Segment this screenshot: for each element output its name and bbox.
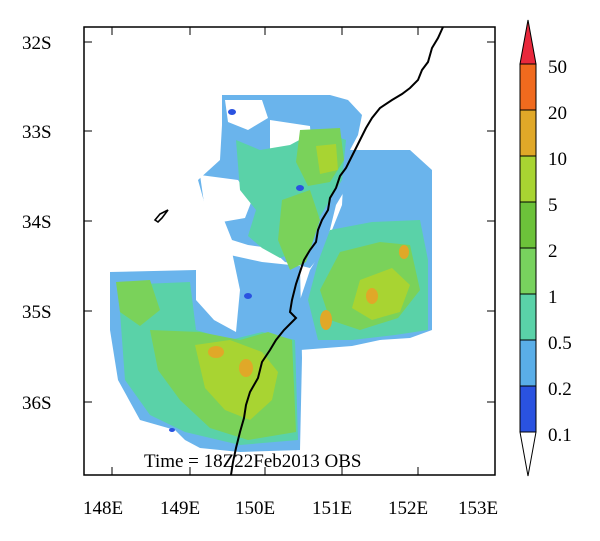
- colorbar-bin: [519, 155, 537, 203]
- colorbar-label: 5: [548, 195, 558, 216]
- island: [153, 209, 169, 224]
- x-tick-label: 149E: [160, 498, 200, 519]
- rainfall-peak-4: [366, 288, 378, 304]
- colorbar: [519, 19, 537, 477]
- y-axis: [84, 41, 495, 403]
- colorbar-label: 0.2: [548, 379, 572, 400]
- y-tick-label: 32S: [22, 33, 52, 54]
- x-tick-label: 148E: [83, 498, 123, 519]
- rainfall-peak-1: [208, 346, 224, 358]
- colorbar-bin: [519, 109, 537, 157]
- colorbar-top-arrow: [519, 19, 537, 65]
- coastline: [230, 26, 444, 476]
- colorbar-bin: [519, 385, 537, 433]
- rainfall-field: [110, 95, 432, 452]
- colorbar-label: 50: [548, 57, 567, 78]
- x-tick-label: 150E: [235, 498, 275, 519]
- colorbar-bin: [519, 247, 537, 295]
- map-frame: [83, 26, 496, 476]
- rainfall-yellow-north: [316, 144, 338, 174]
- rainfall-low-4: [296, 185, 304, 191]
- colorbar-label: 0.1: [548, 425, 572, 446]
- rainfall-yellow-west: [195, 340, 278, 420]
- rainfall-peak-3: [320, 310, 332, 330]
- no-rain-gap-1: [200, 175, 252, 222]
- x-axis: [111, 27, 419, 475]
- colorbar-bin: [519, 63, 537, 111]
- rainfall-low-3: [169, 428, 175, 432]
- colorbar-label: 10: [548, 149, 567, 170]
- y-tick-label: 35S: [22, 302, 52, 323]
- rainfall-low-1: [228, 109, 236, 115]
- colorbar-label: 20: [548, 103, 567, 124]
- rainfall-yellow-east: [352, 268, 410, 320]
- x-tick-label: 152E: [388, 498, 428, 519]
- no-rain-gap-2: [196, 252, 240, 332]
- colorbar-label: 1: [548, 287, 558, 308]
- map-time-annotation: Time = 18Z22Feb2013 OBS: [144, 451, 361, 472]
- rainfall-peak-2: [239, 359, 253, 377]
- colorbar-label: 2: [548, 241, 558, 262]
- y-tick-label: 36S: [22, 393, 52, 414]
- colorbar-bottom-arrow: [519, 431, 537, 477]
- rainfall-peak-5: [399, 245, 409, 259]
- colorbar-bin: [519, 293, 537, 341]
- map-panel: Time = 18Z22Feb2013 OBS 32S 33S 34S 35S …: [22, 26, 498, 519]
- x-tick-label: 153E: [458, 498, 498, 519]
- colorbar-bin: [519, 339, 537, 387]
- y-tick-label: 33S: [22, 122, 52, 143]
- rainfall-low-2: [244, 293, 252, 299]
- rainfall-green-far-west: [116, 280, 160, 326]
- y-tick-label: 34S: [22, 212, 52, 233]
- colorbar-label: 0.5: [548, 333, 572, 354]
- x-tick-label: 151E: [312, 498, 352, 519]
- colorbar-bin: [519, 201, 537, 249]
- no-rain-gap-5: [225, 100, 268, 130]
